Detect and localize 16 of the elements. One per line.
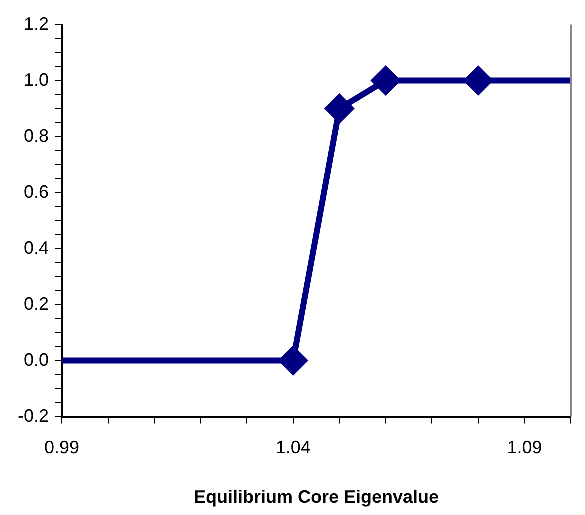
y-tick-label: 0.2 [24, 294, 50, 314]
x-tick-label: 1.09 [507, 438, 542, 458]
y-tick-label: 0.6 [24, 182, 50, 202]
y-tick-label: 1.2 [24, 14, 50, 34]
x-axis-title: Equilibrium Core Eigenvalue [194, 487, 440, 508]
point [372, 66, 400, 95]
y-tick-label: 0.8 [24, 126, 50, 146]
y-tick-label: 0.0 [24, 350, 50, 370]
y-tick-label: 0.4 [24, 238, 50, 258]
point [464, 66, 492, 95]
y-tick-label: -0.2 [18, 406, 50, 426]
point [326, 94, 354, 123]
x-tick-label: 0.99 [44, 438, 80, 458]
x-tick-label: 1.04 [276, 438, 311, 458]
y-tick-label: 1.0 [24, 70, 50, 90]
point [279, 346, 308, 375]
